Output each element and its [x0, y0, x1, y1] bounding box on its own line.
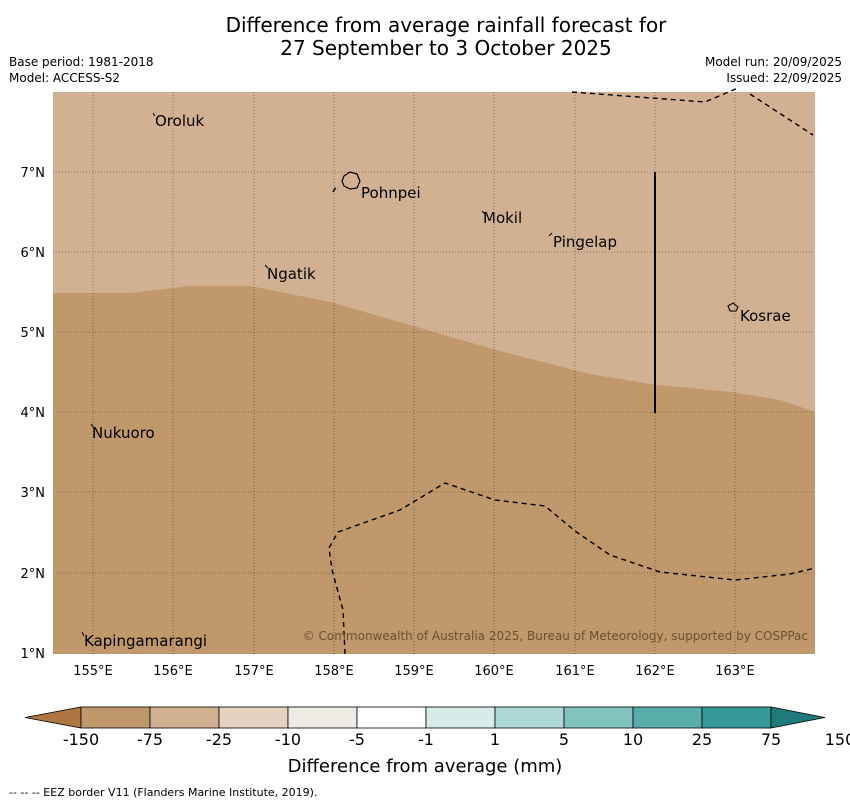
colorbar-tick-label: -150 [62, 730, 100, 749]
colorbar-tick-label: 5 [558, 730, 570, 749]
colorbar-tick-label: -5 [349, 730, 365, 749]
place-kapingamarangi: Kapingamarangi [84, 632, 207, 650]
issued-date: Issued: 22/09/2025 [726, 71, 842, 85]
lon-tick: 161°E [555, 664, 595, 679]
lat-tick: 6°N [21, 246, 46, 261]
place-mokil: Mokil [483, 209, 522, 227]
meta-left: Base period: 1981-2018 Model: ACCESS-S2 [9, 54, 154, 86]
colorbar-title: Difference from average (mm) [287, 756, 563, 777]
kosrae-island-shape [727, 302, 739, 312]
title-line-2: 27 September to 3 October 2025 [280, 36, 612, 60]
lon-tick: 163°E [715, 664, 755, 679]
colorbar-tick-label: 1 [489, 730, 501, 749]
colorbar-tick-label: -1 [418, 730, 434, 749]
colorbar-bin [356, 706, 427, 729]
colorbar-extend-low [24, 706, 82, 729]
graticule [53, 92, 815, 654]
chart-title: Difference from average rainfall forecas… [0, 14, 850, 60]
meta-right: Model run: 20/09/2025 Issued: 22/09/2025 [705, 54, 842, 86]
colorbar-tick-label: 25 [691, 730, 713, 749]
lon-tick: 155°E [73, 664, 113, 679]
place-oroluk: Oroluk [155, 112, 204, 130]
lat-tick: 7°N [21, 166, 46, 181]
colorbar-bin [632, 706, 703, 729]
atoll-markers [81, 112, 553, 637]
model-name: Model: ACCESS-S2 [9, 71, 121, 85]
colorbar-extend-high [770, 706, 826, 729]
colorbar-tick-label: 75 [760, 730, 782, 749]
place-nukuoro: Nukuoro [92, 424, 155, 442]
colorbar-bin [563, 706, 634, 729]
colorbar-bin [149, 706, 220, 729]
lat-tick: 4°N [21, 406, 46, 421]
colorbar-tick-label: 150 [824, 730, 850, 749]
model-run: Model run: 20/09/2025 [704, 55, 842, 69]
colorbar-bin [494, 706, 565, 729]
colorbar-tick-label: -10 [274, 730, 302, 749]
place-pingelap: Pingelap [553, 233, 617, 251]
base-period: Base period: 1981-2018 [9, 55, 154, 69]
lat-tick: 3°N [21, 486, 46, 501]
title-line-1: Difference from average rainfall forecas… [225, 13, 667, 37]
colorbar-bin [80, 706, 151, 729]
colorbar-tick-label: 10 [622, 730, 644, 749]
colorbar-bin [425, 706, 496, 729]
eez-border [328, 87, 816, 655]
lat-tick: 2°N [21, 567, 46, 582]
lat-tick: 1°N [21, 647, 46, 662]
lon-tick: 158°E [314, 664, 354, 679]
south-region [53, 286, 815, 654]
colorbar-tick-label: -75 [136, 730, 164, 749]
lon-tick: 162°E [635, 664, 675, 679]
place-kosrae: Kosrae [740, 307, 791, 325]
copyright-notice: © Commonwealth of Australia 2025, Bureau… [303, 629, 808, 643]
place-ngatik: Ngatik [267, 265, 316, 283]
lat-tick: 5°N [21, 326, 46, 341]
colorbar [24, 706, 826, 729]
colorbar-bin [701, 706, 772, 729]
place-pohnpei: Pohnpei [361, 184, 421, 202]
lon-tick: 156°E [153, 664, 193, 679]
colorbar-bin [287, 706, 358, 729]
lon-tick: 160°E [474, 664, 514, 679]
colorbar-bin [218, 706, 289, 729]
colorbar-tick-label: -25 [205, 730, 233, 749]
lon-tick: 157°E [234, 664, 274, 679]
eez-legend: -- -- -- EEZ border V11 (Flanders Marine… [9, 786, 318, 799]
pohnpei-island-shape [341, 171, 361, 190]
lon-tick: 159°E [394, 664, 434, 679]
